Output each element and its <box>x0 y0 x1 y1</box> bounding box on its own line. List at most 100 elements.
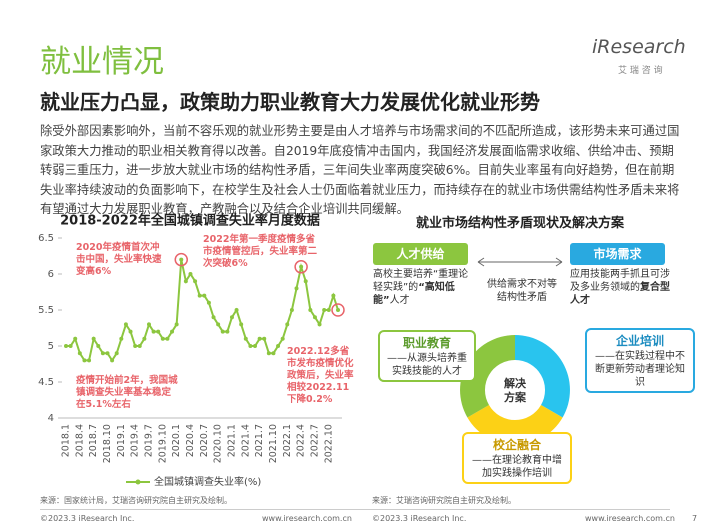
point <box>151 329 156 334</box>
chart-title: 2018-2022年全国城镇调查失业率月度数据 <box>60 213 320 229</box>
point <box>248 344 253 348</box>
logo: iResearch <box>592 36 686 58</box>
demand-header: 市场需求 <box>570 243 665 265</box>
url: www.iresearch.com.cn <box>585 514 675 523</box>
x-tick-label: 2021.10 <box>268 424 279 463</box>
annotation: 2020年疫情首次冲击中国，失业率快速变高6% <box>76 242 162 277</box>
point <box>119 336 124 341</box>
solution: 校企融合 ——在理论教育中增加实践操作培训 <box>462 432 572 484</box>
point <box>179 257 184 262</box>
point <box>253 344 258 348</box>
solution: 企业培训 ——在实践过程中不断更新劳动者理论知识 <box>585 328 695 393</box>
x-tick-label: 2022.4 <box>296 424 307 457</box>
point <box>170 329 175 334</box>
point <box>308 308 313 312</box>
solution: 职业教育 ——从源头培养重实践技能的人才 <box>378 330 476 382</box>
diagram-title: 就业市场结构性矛盾现状及解决方案 <box>415 216 624 231</box>
point <box>105 351 110 356</box>
point <box>137 344 142 348</box>
point <box>312 315 317 320</box>
highlight <box>294 260 308 274</box>
y-tick-label: 6.5 <box>38 233 54 244</box>
point <box>64 344 68 348</box>
y-tick-label: 4 <box>48 413 54 424</box>
point <box>96 344 101 348</box>
point <box>271 351 276 356</box>
point <box>193 279 198 284</box>
x-tick-label: 2018.4 <box>74 424 85 457</box>
legend-marker <box>135 479 141 485</box>
highlight <box>174 252 189 267</box>
text-bold: 复合型人才 <box>570 282 670 306</box>
point <box>266 351 271 356</box>
point <box>285 322 290 327</box>
url: www.iresearch.com.cn <box>262 514 352 523</box>
x-tick-label: 2019.4 <box>130 424 141 457</box>
x-tick-label: 2019.10 <box>157 424 168 463</box>
point <box>326 308 331 312</box>
annotation: 2022年第一季度疫情多省市疫情管控后，失业率第二次突破6% <box>203 234 318 269</box>
point <box>229 315 234 320</box>
point <box>206 300 211 305</box>
solution-text: ——从源头培养重实践技能的人才 <box>387 353 467 377</box>
point <box>211 315 216 320</box>
chart: 2018-2022年全国城镇调查失业率月度数据 4 4.5 5 5.5 6 6.5 2018… <box>38 213 345 488</box>
point <box>276 344 281 348</box>
x-tick-label: 2021.1 <box>226 424 237 457</box>
point <box>174 322 179 327</box>
y-tick-label: 5.5 <box>38 305 54 316</box>
point <box>183 279 188 284</box>
point <box>331 293 336 298</box>
solution-label: 校企融合 <box>492 438 541 452</box>
x-tick-label: 2021.7 <box>254 424 265 457</box>
x-tick-label: 2020.10 <box>213 424 224 463</box>
point <box>289 308 294 312</box>
point <box>234 308 239 312</box>
point <box>239 322 244 327</box>
page-title: 就业情况 <box>40 44 164 80</box>
point <box>87 358 92 363</box>
highlight <box>331 303 345 317</box>
point <box>165 336 170 341</box>
copyright: ©2023.3 iResearch Inc. <box>372 514 467 523</box>
point <box>123 322 128 327</box>
point <box>142 336 147 341</box>
text-bold: “高知低能” <box>373 282 455 306</box>
footer-rule <box>40 509 670 510</box>
point <box>114 351 119 356</box>
point <box>77 351 82 356</box>
point <box>225 329 230 334</box>
point <box>322 308 327 312</box>
supply-text: 高校主要培养“重理论轻实践”的“高知低能”人才 <box>373 268 473 307</box>
source: 来源：国家统计局，艾瑞咨询研究院自主研究及绘制。 <box>40 496 232 505</box>
point <box>257 336 262 341</box>
text: 应用技能两手抓且可涉及多业务领域的 <box>570 269 670 293</box>
x-tick-label: 2021.4 <box>240 424 251 457</box>
point <box>317 322 322 327</box>
solution-label: 企业培训 <box>615 334 664 348</box>
point <box>133 344 138 348</box>
arrows <box>477 257 563 267</box>
x-tick-label: 2020.1 <box>171 424 182 457</box>
x-tick-label: 2019.1 <box>116 424 127 457</box>
x-tick-label: 2018.1 <box>61 424 72 457</box>
source: 来源：艾瑞咨询研究院自主研究及绘制。 <box>372 496 516 505</box>
point <box>262 336 267 341</box>
point <box>156 329 161 334</box>
point <box>188 272 193 276</box>
point <box>68 344 73 348</box>
solution-text: ——在理论教育中增加实践操作培训 <box>472 455 562 479</box>
supply-header: 人才供给 <box>373 243 468 265</box>
point <box>160 336 165 341</box>
logo-cn: 艾 瑞 咨 询 <box>618 66 663 76</box>
point <box>220 329 225 334</box>
solution-text: ——在实践过程中不断更新劳动者理论知识 <box>595 351 685 388</box>
copyright: ©2023.3 iResearch Inc. <box>40 514 135 523</box>
x-tick-label: 2022.1 <box>282 424 293 457</box>
point <box>82 358 87 363</box>
gap-text: 供给需求不对等结构性矛盾 <box>487 279 557 303</box>
text: 人才 <box>389 295 410 306</box>
point <box>197 293 202 298</box>
point <box>243 336 248 341</box>
